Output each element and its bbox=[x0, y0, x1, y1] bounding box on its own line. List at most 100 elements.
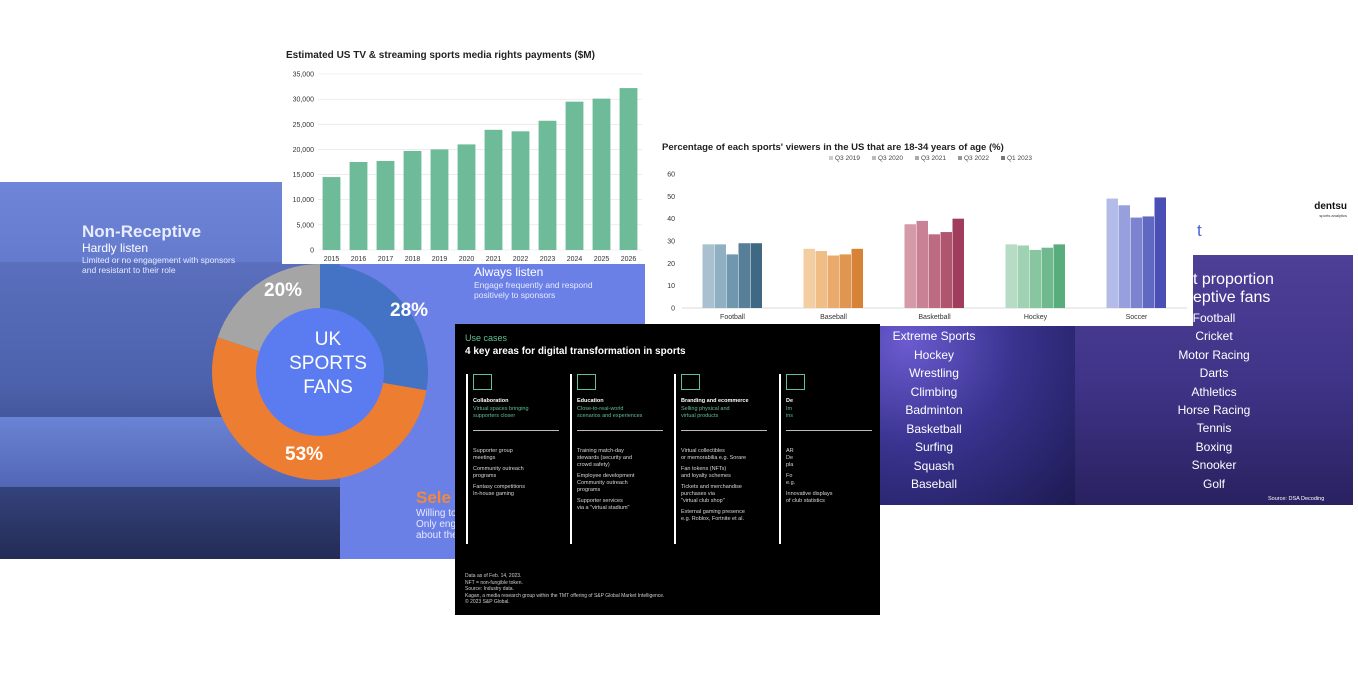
column-subhead: virtual products bbox=[681, 413, 719, 419]
column-separator bbox=[674, 374, 676, 544]
dentsu-logo: dentsu bbox=[1314, 201, 1347, 212]
left-sport-item: Climbing bbox=[910, 384, 958, 399]
chart2-bar bbox=[940, 232, 952, 308]
chart2-bar bbox=[1142, 216, 1154, 308]
chart2-bar bbox=[1130, 217, 1142, 308]
chart2-y-tick: 0 bbox=[671, 306, 675, 313]
chart2-legend-label: Q3 2021 bbox=[921, 155, 946, 162]
chart1-bar bbox=[538, 120, 557, 250]
column-subhead: Selling physical and bbox=[681, 406, 730, 412]
chart1-y-tick: 35,000 bbox=[293, 72, 315, 79]
column-item: Innovative displays bbox=[786, 491, 833, 497]
column-separator bbox=[779, 374, 781, 544]
fans-donut-chart bbox=[211, 264, 428, 480]
chart2-legend-label: Q1 2023 bbox=[1007, 155, 1032, 162]
column-item: In-house gaming bbox=[473, 491, 514, 497]
donut-center-label: UK SPORTS FANS bbox=[278, 328, 378, 400]
column-subhead: ins bbox=[786, 413, 794, 419]
column-item: Fan tokens (NFTs) bbox=[681, 466, 727, 472]
chart2-bar bbox=[1041, 247, 1053, 308]
chart2-title: Percentage of each sports' viewers in th… bbox=[662, 142, 1004, 153]
chart2-legend-label: Q3 2019 bbox=[835, 155, 860, 162]
chart2-bar bbox=[1005, 244, 1017, 308]
column-item: programs bbox=[473, 473, 497, 479]
segment-label-53: 53% bbox=[285, 444, 324, 465]
chart1-x-tick: 2015 bbox=[324, 256, 340, 263]
chart1-x-tick: 2021 bbox=[486, 256, 502, 263]
chart1-y-tick: 5,000 bbox=[296, 222, 314, 229]
column-item: via a "virtual stadium" bbox=[577, 505, 630, 511]
chart1-y-tick: 20,000 bbox=[293, 147, 315, 154]
column-rule bbox=[473, 430, 559, 431]
column-item: Community outreach bbox=[473, 466, 524, 472]
column-item: Training match-day bbox=[577, 448, 624, 454]
right-sport-item: Cricket bbox=[1195, 329, 1233, 344]
chart2-bar bbox=[916, 220, 928, 308]
column-rule bbox=[681, 430, 767, 431]
segment-label-20: 20% bbox=[264, 280, 303, 301]
column-item: stewards (security and bbox=[577, 455, 633, 461]
chart1-bar bbox=[403, 150, 422, 250]
chart1-bar bbox=[349, 162, 368, 250]
column-item: crowd safety) bbox=[577, 462, 610, 468]
chart2-bar bbox=[726, 254, 738, 308]
column-item: AR bbox=[786, 448, 794, 454]
always-listen-desc-2: positively to sponsors bbox=[474, 290, 556, 300]
chart2-bar bbox=[827, 255, 839, 308]
column-item: e.g. Roblox, Fortnite et al. bbox=[681, 516, 744, 522]
chart2-legend-swatch bbox=[958, 156, 962, 160]
center-line-1: UK bbox=[314, 329, 342, 350]
chart2-bar bbox=[851, 248, 863, 308]
use-cases-eyebrow: Use cases bbox=[465, 333, 508, 343]
chart2-bar bbox=[714, 244, 726, 308]
column-subhead: Im bbox=[786, 406, 793, 412]
column-item: purchases via bbox=[681, 491, 715, 497]
donut-center bbox=[256, 308, 384, 436]
chart2-x-tick: Basketball bbox=[918, 314, 951, 321]
column-item: or memorabilia e.g. Sorare bbox=[681, 455, 747, 461]
chart2-x-tick: Football bbox=[720, 314, 745, 321]
chart1-bar bbox=[322, 177, 341, 250]
chart2-legend-swatch bbox=[1001, 156, 1005, 160]
chart1-x-tick: 2016 bbox=[351, 256, 367, 263]
left-sport-item: Basketball bbox=[906, 421, 962, 436]
chart1-x-tick: 2024 bbox=[567, 256, 583, 263]
column-item: of club statistics bbox=[786, 498, 825, 504]
chart1-x-tick: 2017 bbox=[378, 256, 394, 263]
left-sport-item: Extreme Sports bbox=[892, 329, 976, 343]
chart1-bar bbox=[592, 98, 611, 250]
chart2-x-tick: Baseball bbox=[820, 314, 847, 321]
chart1-bar bbox=[619, 88, 638, 250]
selective-line-3: about the bbox=[416, 530, 458, 541]
chart2-bar bbox=[702, 244, 714, 308]
chart1-y-tick: 10,000 bbox=[293, 197, 315, 204]
selective-line-2: Only enga bbox=[416, 519, 462, 530]
column-icon bbox=[577, 374, 596, 390]
right-sport-item: Golf bbox=[1202, 476, 1225, 491]
chart1-title: Estimated US TV & streaming sports media… bbox=[286, 50, 595, 61]
dentsu-source: Source: DSA Decoding bbox=[1268, 496, 1325, 502]
media-rights-bar-chart: 0 5,000 10,000 15,000 20,000 25,000 30,000 35,0… bbox=[293, 72, 642, 263]
center-line-3: FANS bbox=[303, 377, 353, 398]
column-subhead: supporters closer bbox=[473, 413, 516, 419]
footnote-line: Source: Industry data. bbox=[465, 586, 514, 592]
chart1-x-tick: 2023 bbox=[540, 256, 556, 263]
column-item: meetings bbox=[473, 455, 496, 461]
chart2-bar bbox=[952, 218, 964, 308]
dentsu-partial-heading: t bbox=[1197, 221, 1202, 240]
use-cases-footnotes: Data as of Feb. 14, 2023. NFT = non-fungi… bbox=[465, 573, 664, 606]
column-subhead: Virtual spaces bringing bbox=[473, 406, 529, 412]
column-item: Tickets and merchandise bbox=[681, 484, 742, 490]
right-sport-item: Motor Racing bbox=[1178, 347, 1250, 362]
right-sport-item: Football bbox=[1192, 311, 1236, 325]
chart2-y-tick: 60 bbox=[667, 172, 675, 179]
chart1-x-tick: 2022 bbox=[513, 256, 529, 263]
chart2-bar bbox=[839, 254, 851, 308]
chart2-y-tick: 10 bbox=[667, 283, 675, 290]
left-sport-item: Squash bbox=[913, 458, 955, 473]
segment-label-28: 28% bbox=[390, 300, 429, 321]
right-title-2: ceptive fans bbox=[1185, 289, 1271, 306]
column-subhead: Close-to-real-world bbox=[577, 406, 624, 412]
column-item: pla bbox=[786, 462, 794, 468]
chart1-bar bbox=[430, 149, 449, 250]
